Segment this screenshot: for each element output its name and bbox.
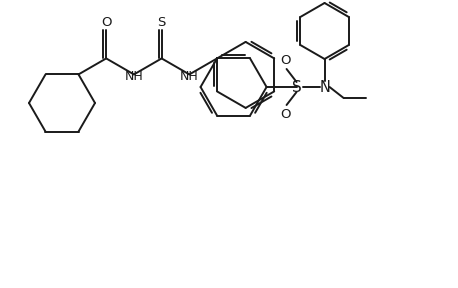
Text: S: S — [292, 79, 301, 94]
Text: N: N — [319, 79, 330, 94]
Text: S: S — [158, 16, 166, 29]
Text: O: O — [280, 54, 291, 67]
Text: O: O — [101, 16, 111, 29]
Text: NH: NH — [180, 70, 199, 83]
Text: O: O — [280, 107, 291, 120]
Text: NH: NH — [125, 70, 143, 83]
